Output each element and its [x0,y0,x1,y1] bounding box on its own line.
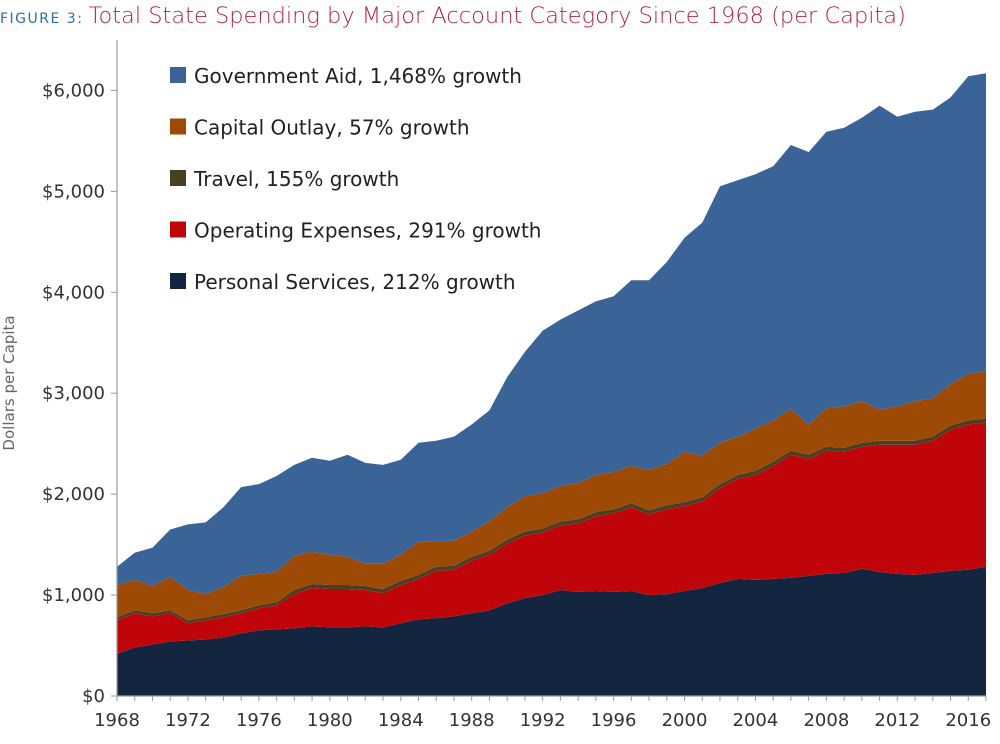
x-tick-label: 1996 [591,710,637,731]
chart-title: Total State Spending by Major Account Ca… [88,3,906,29]
y-tick-label: $3,000 [42,383,105,404]
figure-label: FIGURE 3: [0,11,84,27]
y-tick-label: $1,000 [42,585,105,606]
x-tick-label: 1992 [520,710,566,731]
y-tick-label: $4,000 [42,282,105,303]
y-tick-label: $2,000 [42,484,105,505]
legend-label: Travel, 155% growth [193,167,399,191]
x-tick-label: 1976 [236,710,282,731]
area-series-4 [117,371,986,621]
area-series-1 [117,566,986,696]
figure-title: FIGURE 3: Total State Spending by Major … [0,3,906,29]
legend-label: Government Aid, 1,468% growth [194,64,522,88]
area-series-5 [117,73,986,595]
x-tick-label: 2008 [803,710,849,731]
x-tick-label: 2000 [662,710,708,731]
legend-swatch [170,170,186,186]
area-series-2 [117,422,986,654]
legend-label: Operating Expenses, 291% growth [194,219,541,243]
x-tick-label: 1968 [94,710,140,731]
x-tick-label: 1984 [378,710,424,731]
legend-swatch [170,118,186,135]
legend-swatch [170,221,186,238]
legend-swatch [170,273,186,289]
legend-label: Personal Services, 212% growth [194,270,516,294]
legend-label: Capital Outlay, 57% growth [194,116,470,140]
x-tick-label: 2004 [733,710,779,731]
y-tick-label: $0 [82,686,105,707]
x-tick-label: 1988 [449,710,495,731]
y-tick-label: $6,000 [42,80,105,101]
x-tick-label: 1972 [165,710,211,731]
legend-swatch [170,67,186,83]
x-tick-label: 2016 [945,710,991,731]
x-tick-label: 1980 [307,710,353,731]
x-tick-label: 2012 [874,710,920,731]
y-axis-label: Dollars per Capita [0,315,18,450]
y-tick-label: $5,000 [42,181,105,202]
